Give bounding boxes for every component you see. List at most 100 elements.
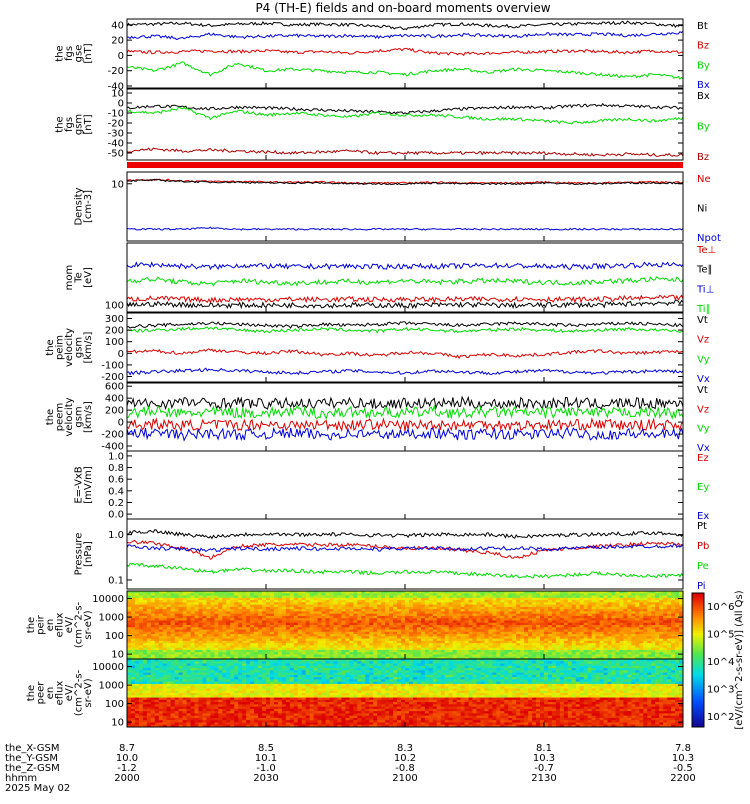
series-peim_v-2 <box>127 327 683 333</box>
ytick-label: 10 <box>111 650 124 661</box>
series-peim_v-1 <box>127 349 683 358</box>
ytick-label: 200 <box>105 326 124 337</box>
legend-Pt: Pt <box>697 521 707 532</box>
ytick-label: 0.4 <box>108 486 124 497</box>
panel-peer_eflux: 10000100010010thepeerenefluxeV/(cm^2-s-s… <box>26 659 684 729</box>
series-pressure-2 <box>127 563 683 578</box>
series-pressure-1 <box>127 541 683 560</box>
legend-Vz: Vz <box>697 335 709 346</box>
plot-title: P4 (TH-E) fields and on-board moments ov… <box>255 1 550 15</box>
legend-Vy: Vy <box>697 354 710 365</box>
series-density-2 <box>127 227 683 230</box>
legend-Pb: Pb <box>697 541 709 552</box>
ytick-label: 0.0 <box>108 510 124 521</box>
panel-frame <box>127 519 683 589</box>
legend-By: By <box>697 60 710 71</box>
legend-Ti∥: Ti∥ <box>696 304 711 315</box>
ytick-label: 1.0 <box>108 530 124 541</box>
ytick-label: 100 <box>105 631 124 642</box>
ytick-label: 100 <box>105 337 124 348</box>
legend-Vz: Vz <box>697 404 709 415</box>
series-temp-0 <box>127 295 683 302</box>
ylabel-line: [km/s] <box>83 331 94 363</box>
legend-Vy: Vy <box>697 424 710 435</box>
series-fgs_gse-0 <box>127 21 683 29</box>
series-pressure-0 <box>127 530 683 539</box>
legend-Ne: Ne <box>697 174 711 185</box>
series-peem_v-0 <box>127 397 683 409</box>
ytick-label: 0.1 <box>108 575 124 586</box>
ylabel-line: [eV] <box>83 267 94 288</box>
ylabel-line: [km/s] <box>83 401 94 433</box>
ylabel-line: sr-eV) <box>83 610 94 639</box>
series-peem_v-2 <box>127 406 683 418</box>
ylabel-line: [mV/m] <box>83 466 94 504</box>
ylabel-line: [nPa] <box>83 541 94 567</box>
series-fgs_gse-3 <box>127 31 683 39</box>
legend-By: By <box>697 122 710 133</box>
legend-Te∥: Te∥ <box>696 265 713 276</box>
panel-frame <box>127 89 683 160</box>
ylabel-line: [cm-3] <box>83 190 94 223</box>
ytick-label: 200 <box>105 406 124 417</box>
legend-Vt: Vt <box>697 385 708 396</box>
ytick-label: 100 <box>105 301 124 312</box>
ytick-label: 0 <box>118 349 124 360</box>
ytick-label: 10 <box>111 179 124 190</box>
ytick-label: 0.2 <box>108 498 124 509</box>
series-peim_v-3 <box>127 368 683 374</box>
series-temp-3 <box>127 277 683 286</box>
ytick-label: 600 <box>105 382 124 393</box>
legend-Ey: Ey <box>697 482 709 493</box>
legend-Ti⊥: Ti⊥ <box>696 284 714 295</box>
series-fgs_gse-1 <box>127 48 683 55</box>
panel-peem_v: 6004002000-200-400thepeemvelocitygsm[km/… <box>45 382 710 454</box>
ytick-label: 20 <box>111 36 124 47</box>
series-temp-2 <box>127 262 683 269</box>
legend-Te⊥: Te⊥ <box>696 245 716 256</box>
series-fgs_gsm-0 <box>127 104 683 114</box>
ytick-label: 1000 <box>99 613 124 624</box>
legend-Bx: Bx <box>697 91 710 102</box>
ytick-label: -20 <box>108 66 124 77</box>
panel-peim_v: 3002001000-100-200thepeimvelocitygsm[km/… <box>45 313 710 385</box>
legend-Npot: Npot <box>697 233 721 244</box>
ytick-label: 400 <box>105 394 124 405</box>
ytick-label: 0 <box>118 418 124 429</box>
legend-Ni: Ni <box>697 204 707 215</box>
legend-Vx: Vx <box>697 374 710 385</box>
legend-Bx: Bx <box>697 80 710 91</box>
legend-Bt: Bt <box>697 21 708 32</box>
ytick-label: 0.6 <box>108 475 124 486</box>
legend-Pi: Pi <box>697 581 706 592</box>
panel-frame <box>127 451 683 519</box>
ytick-label: -50 <box>108 149 124 160</box>
series-peim_v-0 <box>127 322 683 328</box>
legend-Ez: Ez <box>697 453 709 464</box>
ytick-label: 1.0 <box>108 451 124 462</box>
series-fgs_gsm-1 <box>127 107 683 124</box>
ytick-label: 10000 <box>92 594 124 605</box>
series-fgs_gse-2 <box>127 62 683 79</box>
legend-Bz: Bz <box>697 41 709 52</box>
ylabel-line: [nT] <box>83 43 94 63</box>
panel-peir_eflux: 10000100010010thepeirenefluxeV/(cm^2-s-s… <box>26 591 684 661</box>
legend-Bz: Bz <box>697 152 709 163</box>
ytick-label: -200 <box>101 430 124 441</box>
legend-Pe: Pe <box>697 561 709 572</box>
ytick-label: 0.8 <box>108 463 124 474</box>
ytick-label: 40 <box>111 20 124 31</box>
panel-frame <box>127 383 683 451</box>
ytick-label: 300 <box>105 314 124 325</box>
legend-Vt: Vt <box>697 315 708 326</box>
ytick-label: 0 <box>118 51 124 62</box>
ytick-label: -100 <box>101 360 124 371</box>
